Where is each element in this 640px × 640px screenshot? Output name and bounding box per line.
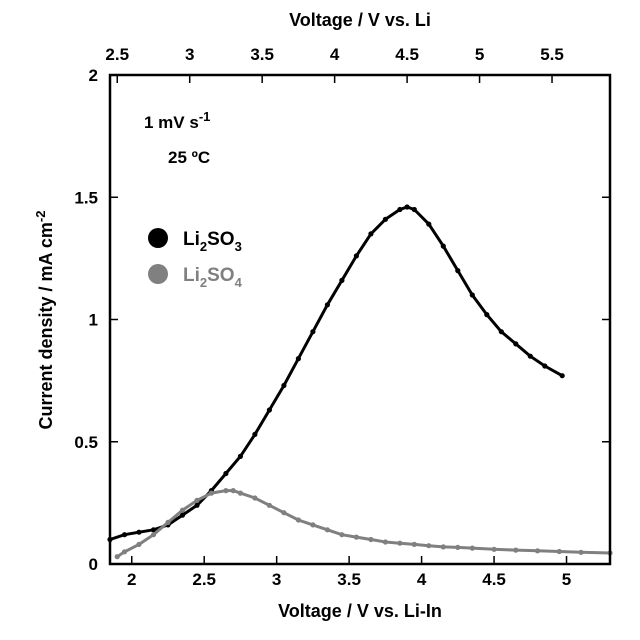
legend-label-li2so3: Li2SO3 [183, 229, 242, 254]
y-tick-label: 1 [89, 311, 98, 330]
data-point [339, 278, 344, 283]
data-point [441, 544, 446, 549]
data-point [194, 503, 199, 508]
data-point [368, 537, 373, 542]
data-point [281, 383, 286, 388]
data-point [267, 407, 272, 412]
data-point [397, 207, 402, 212]
data-point [542, 363, 547, 368]
y-tick-label: 2 [89, 66, 98, 85]
data-point [310, 329, 315, 334]
series-line-1 [117, 491, 610, 557]
data-point [252, 495, 257, 500]
data-point [405, 204, 410, 209]
data-point [426, 222, 431, 227]
data-point [484, 312, 489, 317]
data-point [492, 547, 497, 552]
data-point [470, 546, 475, 551]
data-point [354, 253, 359, 258]
data-point [412, 542, 417, 547]
temperature-annotation: 25 ºC [168, 148, 210, 167]
bottom-x-tick-label: 5 [562, 570, 571, 589]
legend-marker-li2so3 [148, 228, 168, 248]
data-point [296, 356, 301, 361]
top-x-tick-label: 3 [185, 45, 194, 64]
bottom-x-axis-label: Voltage / V vs. Li-In [278, 601, 442, 621]
data-point [557, 549, 562, 554]
data-point [441, 244, 446, 249]
top-x-tick-label: 5.5 [540, 45, 564, 64]
data-point [368, 231, 373, 236]
data-point [238, 454, 243, 459]
data-point [397, 541, 402, 546]
y-tick-label: 0 [89, 555, 98, 574]
top-x-axis-label: Voltage / V vs. Li [289, 10, 431, 30]
data-point [578, 550, 583, 555]
data-point [151, 532, 156, 537]
data-point [136, 530, 141, 535]
data-point [296, 517, 301, 522]
legend: Li2SO3 Li2SO4 [148, 228, 243, 290]
data-point [455, 545, 460, 550]
data-point [194, 498, 199, 503]
data-point [310, 522, 315, 527]
data-point [535, 548, 540, 553]
legend-marker-li2so4 [148, 264, 168, 284]
scan-rate-annotation: 1 mV s-1 [144, 109, 210, 132]
legend-label-li2so4: Li2SO4 [183, 265, 243, 290]
bottom-x-tick-label: 4 [417, 570, 427, 589]
data-point [339, 532, 344, 537]
top-x-tick-label: 4 [330, 45, 340, 64]
series-line-0 [110, 207, 562, 540]
data-point [231, 488, 236, 493]
data-point [136, 542, 141, 547]
y-tick-label: 1.5 [74, 188, 98, 207]
series-layer [107, 204, 612, 559]
top-x-tick-label: 3.5 [250, 45, 274, 64]
bottom-x-tick-label: 2 [127, 570, 136, 589]
data-point [513, 341, 518, 346]
y-tick-label: 0.5 [74, 433, 98, 452]
data-point [513, 548, 518, 553]
data-point [470, 292, 475, 297]
top-x-tick-label: 2.5 [105, 45, 129, 64]
data-point [252, 432, 257, 437]
data-point [383, 217, 388, 222]
data-point [560, 373, 565, 378]
data-point [455, 268, 460, 273]
data-point [325, 302, 330, 307]
data-point [122, 549, 127, 554]
top-x-tick-label: 4.5 [395, 45, 419, 64]
data-point [281, 510, 286, 515]
data-point [115, 554, 120, 559]
data-point [267, 503, 272, 508]
bottom-x-tick-label: 4.5 [482, 570, 506, 589]
data-point [528, 354, 533, 359]
data-point [122, 532, 127, 537]
data-point [325, 527, 330, 532]
data-point [180, 508, 185, 513]
data-point [499, 329, 504, 334]
bottom-x-tick-label: 3 [272, 570, 281, 589]
data-point [165, 520, 170, 525]
data-point [412, 207, 417, 212]
data-point [383, 539, 388, 544]
y-axis-label: Current density / mA cm-2 [33, 211, 56, 430]
data-point [223, 488, 228, 493]
data-point [209, 491, 214, 496]
data-point [426, 543, 431, 548]
data-point [223, 471, 228, 476]
data-point [354, 535, 359, 540]
top-x-tick-label: 5 [475, 45, 484, 64]
data-point [238, 491, 243, 496]
bottom-x-tick-label: 3.5 [337, 570, 361, 589]
bottom-x-tick-label: 2.5 [192, 570, 216, 589]
